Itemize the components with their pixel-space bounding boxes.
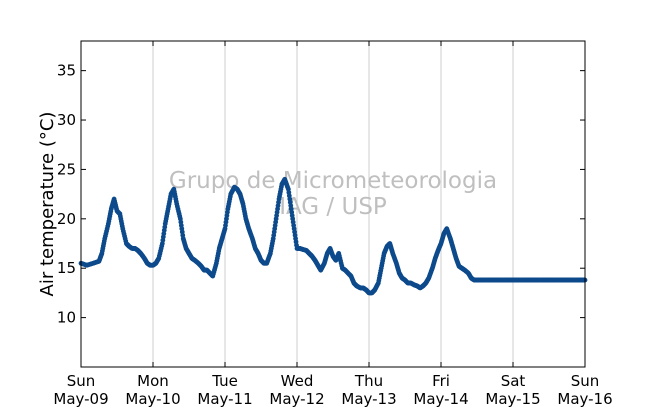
y-axis-label: Air temperature (°C) (37, 112, 58, 297)
x-tick-label-day: Mon (137, 372, 169, 390)
x-axis: SunMay-09MonMay-10TueMay-11WedMay-12ThuM… (53, 41, 613, 408)
x-tick-label-day: Sun (67, 372, 96, 390)
x-tick-label-date: May-15 (485, 390, 540, 408)
x-tick-label-day: Fri (432, 372, 450, 390)
data-points (78, 176, 588, 296)
y-tick-label: 35 (57, 62, 76, 80)
y-tick-label: 10 (57, 309, 76, 327)
grid-lines (152, 41, 514, 367)
x-tick-label-day: Sun (571, 372, 600, 390)
watermark-line-1: Grupo de Micrometeorologia (169, 168, 497, 194)
x-tick-label-day: Thu (354, 372, 383, 390)
y-tick-label: 25 (57, 160, 76, 178)
x-tick-label-date: May-13 (341, 390, 396, 408)
x-tick-label-day: Wed (281, 372, 314, 390)
x-tick-label-date: May-14 (413, 390, 468, 408)
y-tick-label: 15 (57, 259, 76, 277)
x-tick-label-day: Sat (501, 372, 526, 390)
x-tick-label-date: May-11 (197, 390, 252, 408)
x-tick-label-day: Tue (211, 372, 238, 390)
y-tick-label: 20 (57, 210, 76, 228)
y-axis: 10 15 20 25 30 35 (57, 62, 585, 327)
plot-frame (80, 40, 586, 368)
watermark-line-2: IAG / USP (279, 194, 387, 220)
x-tick-label-date: May-16 (557, 390, 612, 408)
x-tick-label-date: May-09 (53, 390, 108, 408)
y-tick-label: 30 (57, 111, 76, 129)
x-tick-label-date: May-12 (269, 390, 324, 408)
x-tick-label-date: May-10 (125, 390, 180, 408)
